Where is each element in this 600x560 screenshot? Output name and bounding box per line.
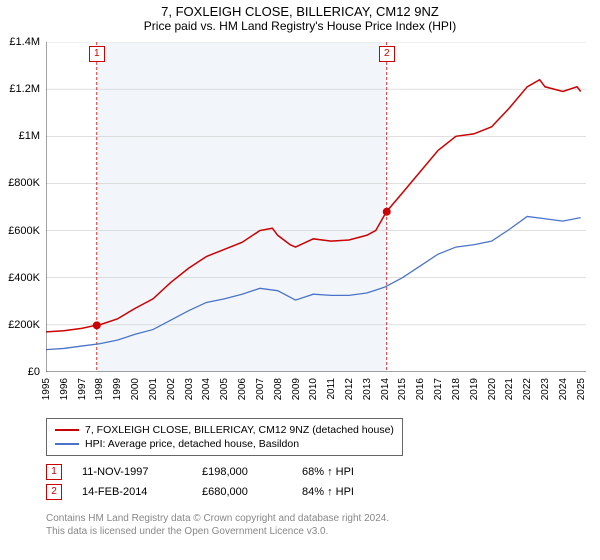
y-tick-label: £0 — [0, 366, 40, 378]
x-tick-label: 2009 — [291, 378, 302, 400]
x-tick-label: 2023 — [540, 378, 551, 400]
x-tick-label: 2002 — [166, 378, 177, 400]
legend-label: 7, FOXLEIGH CLOSE, BILLERICAY, CM12 9NZ … — [85, 424, 394, 436]
legend: 7, FOXLEIGH CLOSE, BILLERICAY, CM12 9NZ … — [46, 418, 403, 456]
x-tick-label: 2019 — [469, 378, 480, 400]
x-tick-label: 2013 — [362, 378, 373, 400]
x-tick-label: 2014 — [380, 378, 391, 400]
legend-swatch — [55, 443, 79, 445]
x-tick-label: 2011 — [326, 378, 337, 400]
x-tick-label: 1999 — [112, 378, 123, 400]
attribution: Contains HM Land Registry data © Crown c… — [46, 512, 389, 538]
x-tick-label: 2022 — [522, 378, 533, 400]
y-tick-label: £400K — [0, 272, 40, 284]
chart-title: 7, FOXLEIGH CLOSE, BILLERICAY, CM12 9NZ — [0, 0, 600, 19]
x-tick-label: 2012 — [344, 378, 355, 400]
y-tick-label: £1M — [0, 130, 40, 142]
sale-marker-badge: 2 — [46, 484, 62, 500]
x-tick-label: 2016 — [415, 378, 426, 400]
x-tick-label: 2006 — [237, 378, 248, 400]
chart-subtitle: Price paid vs. HM Land Registry's House … — [0, 19, 600, 37]
y-tick-label: £1.4M — [0, 36, 40, 48]
y-tick-label: £1.2M — [0, 83, 40, 95]
x-tick-label: 2004 — [201, 378, 212, 400]
x-tick-label: 2005 — [219, 378, 230, 400]
y-tick-label: £200K — [0, 319, 40, 331]
chart-marker-badge: 2 — [379, 46, 395, 62]
sale-row: 1 11-NOV-1997 £198,000 68% ↑ HPI — [46, 462, 354, 482]
sale-row: 2 14-FEB-2014 £680,000 84% ↑ HPI — [46, 482, 354, 502]
legend-item: 7, FOXLEIGH CLOSE, BILLERICAY, CM12 9NZ … — [55, 423, 394, 437]
attrib-line: Contains HM Land Registry data © Crown c… — [46, 512, 389, 525]
sale-date: 14-FEB-2014 — [82, 486, 182, 498]
x-tick-label: 1997 — [77, 378, 88, 400]
legend-item: HPI: Average price, detached house, Basi… — [55, 437, 394, 451]
x-tick-label: 2024 — [558, 378, 569, 400]
x-tick-label: 2017 — [433, 378, 444, 400]
x-tick-label: 2003 — [184, 378, 195, 400]
y-tick-label: £600K — [0, 225, 40, 237]
x-tick-label: 2008 — [273, 378, 284, 400]
x-tick-label: 1998 — [94, 378, 105, 400]
x-tick-label: 2021 — [504, 378, 515, 400]
sale-price: £198,000 — [202, 466, 282, 478]
x-tick-label: 2000 — [130, 378, 141, 400]
y-tick-label: £800K — [0, 177, 40, 189]
sales-table: 1 11-NOV-1997 £198,000 68% ↑ HPI 2 14-FEB-201… — [46, 462, 354, 502]
sale-marker-badge: 1 — [46, 464, 62, 480]
chart-plot — [46, 42, 586, 372]
x-tick-label: 2020 — [487, 378, 498, 400]
x-tick-label: 2001 — [148, 378, 159, 400]
x-tick-label: 2010 — [308, 378, 319, 400]
x-tick-label: 1995 — [41, 378, 52, 400]
sale-pct: 84% ↑ HPI — [302, 486, 354, 498]
legend-label: HPI: Average price, detached house, Basi… — [85, 438, 299, 450]
attrib-line: This data is licensed under the Open Gov… — [46, 525, 389, 538]
x-tick-label: 2025 — [576, 378, 587, 400]
sale-date: 11-NOV-1997 — [82, 466, 182, 478]
sale-price: £680,000 — [202, 486, 282, 498]
x-tick-label: 1996 — [59, 378, 70, 400]
legend-swatch — [55, 429, 79, 431]
x-tick-label: 2018 — [451, 378, 462, 400]
x-tick-label: 2007 — [255, 378, 266, 400]
x-tick-label: 2015 — [397, 378, 408, 400]
chart-marker-badge: 1 — [89, 46, 105, 62]
sale-pct: 68% ↑ HPI — [302, 466, 354, 478]
